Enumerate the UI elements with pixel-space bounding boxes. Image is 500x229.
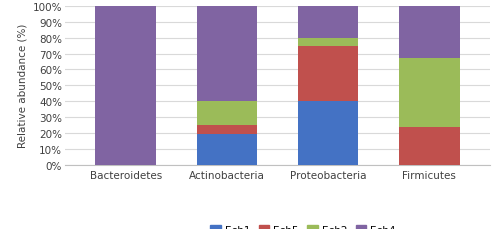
Bar xyxy=(399,7,460,59)
Legend: Ech1, Ech5, Ech2, Ech4: Ech1, Ech5, Ech2, Ech4 xyxy=(206,221,400,229)
Bar xyxy=(298,102,358,165)
Bar xyxy=(298,38,358,46)
Bar xyxy=(298,46,358,102)
Bar xyxy=(96,7,156,165)
Bar xyxy=(196,7,258,102)
Y-axis label: Relative abundance (%): Relative abundance (%) xyxy=(17,24,27,148)
Bar xyxy=(399,127,460,165)
Bar xyxy=(298,7,358,38)
Bar xyxy=(196,125,258,135)
Bar xyxy=(196,102,258,125)
Bar xyxy=(196,135,258,165)
Bar xyxy=(399,59,460,127)
